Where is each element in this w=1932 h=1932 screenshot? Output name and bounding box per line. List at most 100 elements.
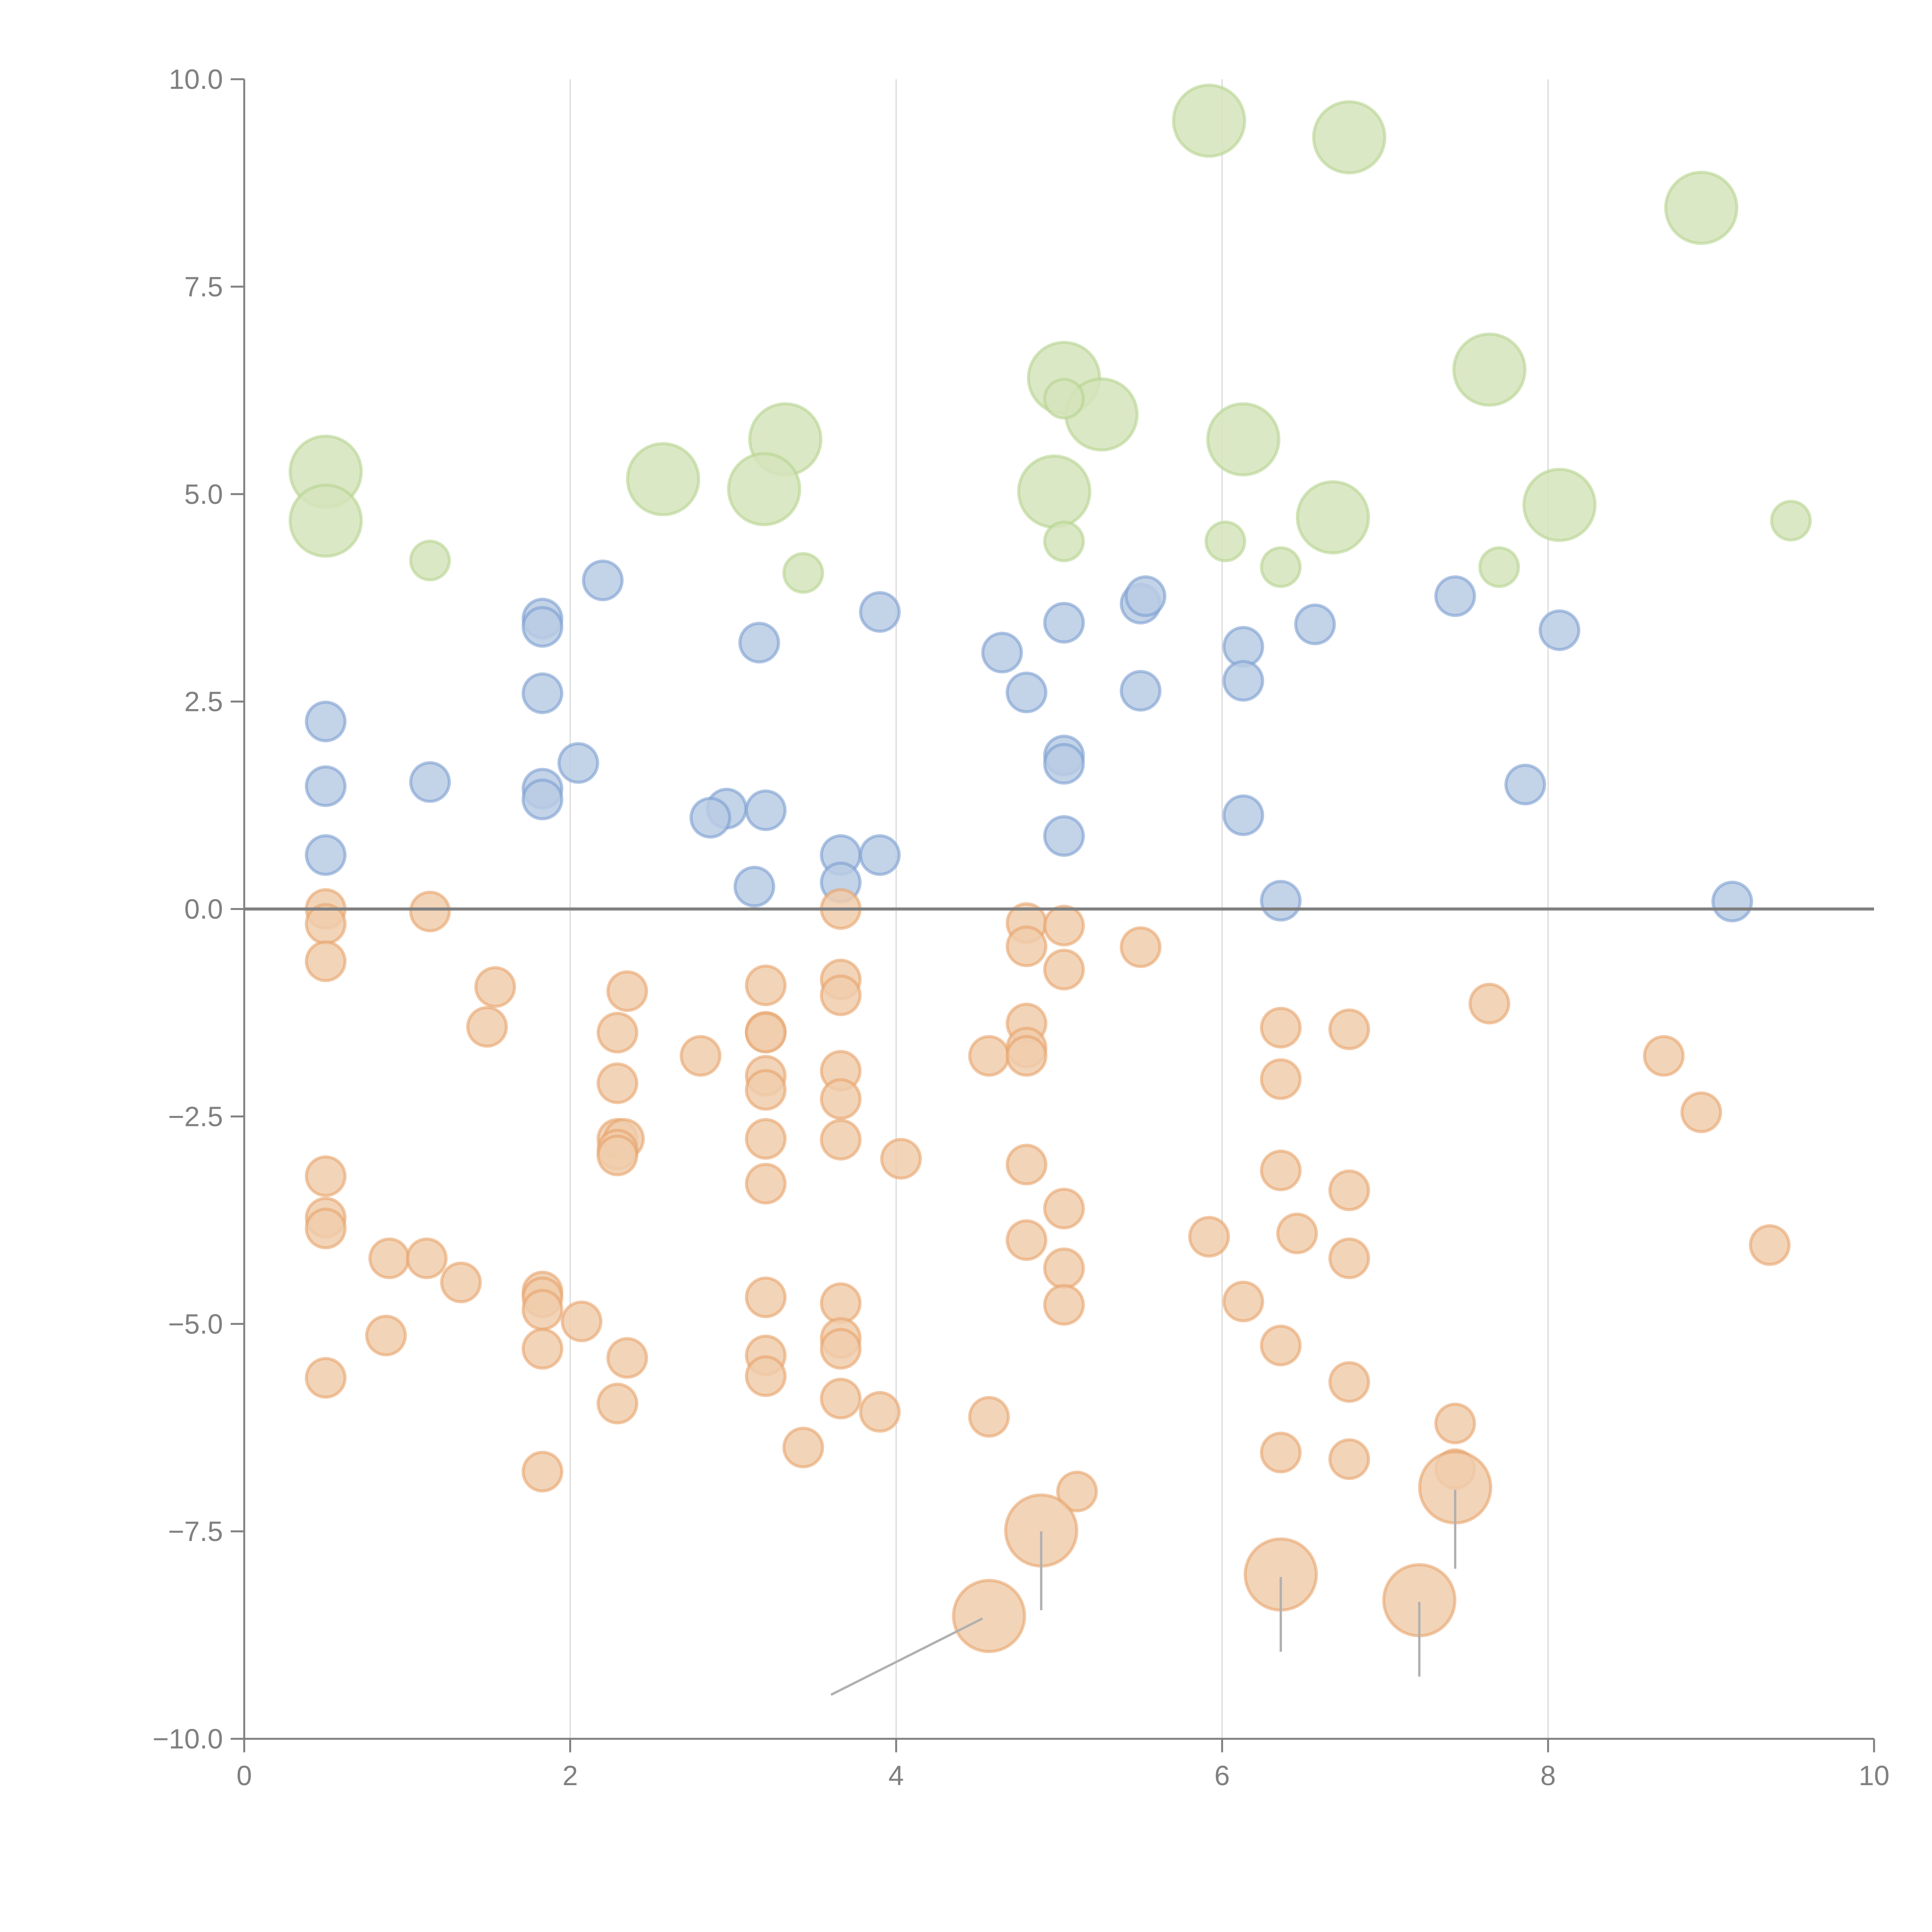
- point-orange-small: [1005, 1219, 1048, 1261]
- point-orange-small: [409, 890, 451, 932]
- point-orange-small: [1328, 1438, 1370, 1480]
- point-orange-small: [304, 1155, 347, 1197]
- point-green-small: [409, 539, 451, 582]
- point-blue: [1434, 575, 1476, 617]
- point-orange-small: [1434, 1402, 1476, 1444]
- data-points: [288, 83, 1812, 1653]
- point-green-small: [1204, 520, 1247, 563]
- point-green-small: [1478, 546, 1520, 588]
- point-orange-small: [859, 1391, 901, 1433]
- point-orange-small: [1680, 1091, 1722, 1133]
- point-green-small: [1770, 500, 1812, 542]
- y-tick-label: 5.0: [184, 479, 223, 510]
- point-blue: [738, 622, 780, 664]
- point-orange-small: [521, 1328, 563, 1370]
- x-tick-label: 8: [1540, 1760, 1556, 1791]
- point-blue: [521, 606, 563, 648]
- point-orange-small: [596, 1383, 638, 1425]
- annotation-lines: [830, 1490, 1456, 1696]
- point-green-large: [1522, 468, 1597, 542]
- point-orange-small: [1222, 1281, 1264, 1323]
- point-orange-small: [1043, 1247, 1085, 1289]
- point-orange-small: [1468, 983, 1510, 1025]
- point-blue: [1260, 880, 1302, 922]
- point-blue: [1222, 660, 1264, 702]
- point-blue: [981, 631, 1023, 673]
- y-tick-label: −5.0: [168, 1309, 223, 1340]
- point-green-small: [782, 552, 824, 594]
- point-orange-small: [745, 964, 787, 1007]
- point-orange-small: [820, 1378, 862, 1420]
- point-green-large: [1017, 454, 1092, 529]
- point-orange-small: [968, 1035, 1010, 1077]
- point-orange-small: [745, 1276, 787, 1318]
- point-orange-small: [1005, 1143, 1048, 1185]
- y-tick-label: −2.5: [168, 1101, 223, 1132]
- point-blue: [409, 761, 451, 803]
- point-green-large: [288, 483, 363, 558]
- point-orange-small: [820, 1282, 862, 1324]
- point-orange-small: [1328, 1237, 1370, 1279]
- point-green-large: [1312, 100, 1386, 175]
- point-blue: [304, 701, 347, 743]
- x-tick-label: 6: [1214, 1760, 1230, 1791]
- y-tick-label: −10.0: [153, 1724, 223, 1755]
- point-orange-small: [820, 1078, 862, 1120]
- point-orange-small: [745, 1118, 787, 1160]
- point-blue: [689, 797, 731, 839]
- point-orange-small: [1643, 1035, 1685, 1077]
- point-orange-small: [1005, 1035, 1048, 1077]
- point-blue: [304, 765, 347, 807]
- point-orange-small: [1260, 1432, 1302, 1474]
- point-green-large: [1296, 480, 1370, 554]
- point-orange-small: [1043, 949, 1085, 991]
- point-blue: [1005, 672, 1048, 714]
- point-blue: [1043, 602, 1085, 644]
- point-blue: [1504, 764, 1546, 806]
- point-orange-small: [745, 1163, 787, 1205]
- x-tick-label: 2: [563, 1760, 578, 1791]
- point-blue: [1538, 609, 1580, 651]
- point-orange-small: [304, 1357, 347, 1399]
- point-blue: [1124, 575, 1167, 617]
- point-orange-small: [521, 1451, 563, 1493]
- point-orange-small: [368, 1237, 410, 1279]
- point-orange-small: [745, 1355, 787, 1397]
- point-orange-small: [782, 1427, 824, 1469]
- point-orange-small: [880, 1138, 922, 1180]
- point-blue: [521, 779, 563, 821]
- point-orange-small: [606, 970, 648, 1012]
- point-blue: [1294, 603, 1336, 645]
- point-green-large: [1172, 83, 1247, 158]
- point-blue: [1711, 881, 1753, 923]
- point-orange-small: [820, 1119, 862, 1161]
- point-orange-small: [1260, 1149, 1302, 1191]
- point-orange-small: [1276, 1213, 1318, 1255]
- point-blue: [304, 834, 347, 876]
- y-tick-label: 7.5: [184, 272, 223, 303]
- point-orange-small: [561, 1300, 603, 1342]
- point-orange-small: [680, 1035, 722, 1077]
- point-blue: [733, 866, 776, 908]
- point-orange-large: [952, 1579, 1026, 1653]
- x-tick-label: 0: [236, 1760, 252, 1791]
- point-orange-small: [1043, 1284, 1085, 1326]
- point-blue: [745, 789, 787, 831]
- point-orange-small: [1749, 1224, 1791, 1266]
- point-orange-small: [406, 1237, 448, 1279]
- point-orange-small: [820, 1328, 862, 1370]
- point-orange-small: [1056, 1471, 1098, 1513]
- point-orange-small: [474, 966, 516, 1008]
- point-orange-small: [596, 1134, 638, 1177]
- x-tick-label: 4: [888, 1760, 904, 1791]
- point-orange-small: [304, 1208, 347, 1250]
- point-orange-small: [596, 1012, 638, 1054]
- point-orange-small: [968, 1396, 1010, 1438]
- point-orange-small: [596, 1062, 638, 1104]
- point-orange-small: [1328, 1008, 1370, 1050]
- point-blue: [1043, 743, 1085, 785]
- point-orange-small: [1260, 1325, 1302, 1367]
- y-tick-label: 2.5: [184, 687, 223, 718]
- point-orange-small: [466, 1006, 508, 1048]
